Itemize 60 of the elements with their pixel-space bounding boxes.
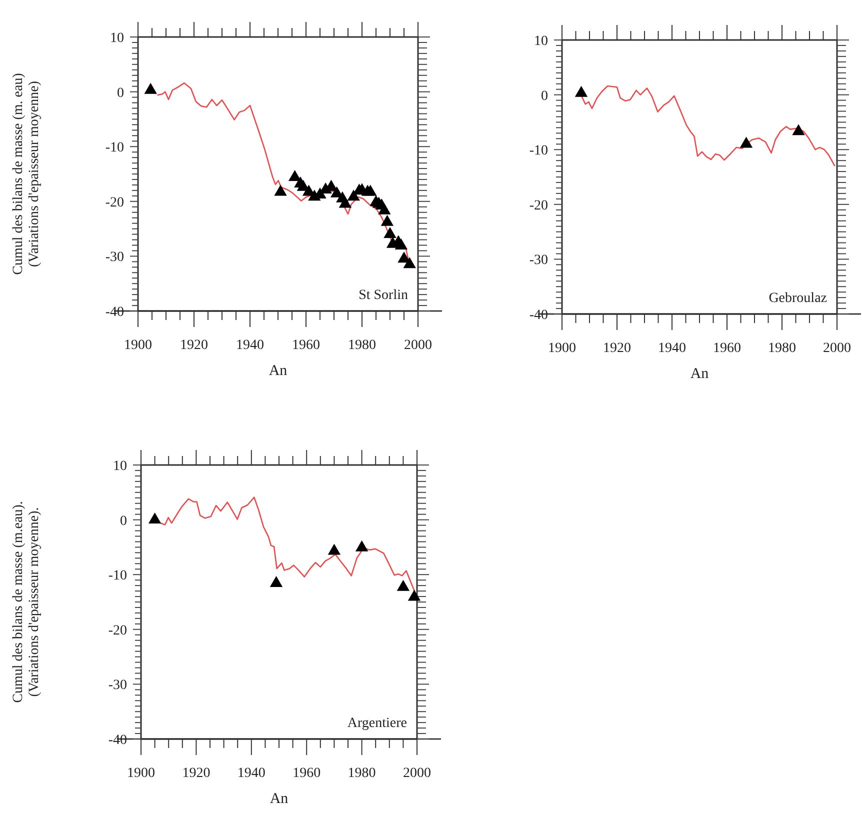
point: [288, 170, 302, 181]
y-tick-label: -30: [108, 678, 127, 694]
x-tick-label: 2000: [404, 338, 432, 353]
y-axis-title: Cumul des bilans de masse (m.eau). (Variations d'epaisseur moyenne).: [11, 501, 42, 703]
x-tick-label: 1980: [768, 341, 796, 356]
x-tick-label: 2000: [403, 766, 431, 781]
point: [574, 86, 588, 97]
point: [380, 214, 394, 226]
point: [270, 576, 283, 588]
y-tick-label: -20: [529, 198, 548, 214]
point: [378, 203, 391, 214]
point: [274, 184, 287, 196]
x-tick-label: 1920: [182, 766, 210, 781]
y-tick-label: -10: [105, 140, 124, 156]
x-tick-label: 1960: [292, 766, 321, 781]
y-tick-label: -30: [105, 250, 124, 266]
x-tick-label: 1980: [348, 338, 376, 353]
y-tick-label: 10: [534, 34, 548, 49]
y-tick-label: 0: [120, 514, 127, 529]
annotation: Gebroulaz: [768, 291, 827, 306]
annotation: Argentiere: [347, 716, 407, 731]
x-tick-label: 1960: [713, 341, 741, 356]
point: [364, 184, 377, 196]
y-tick-label: 10: [113, 459, 127, 474]
x-tick-label: 1900: [127, 766, 155, 781]
x-tick-label: 1920: [180, 338, 208, 353]
point: [394, 238, 408, 250]
point: [403, 257, 416, 268]
x-tick-label: 1940: [658, 341, 686, 356]
point: [144, 82, 157, 94]
x-tick-label: 1900: [548, 341, 576, 356]
point: [148, 512, 162, 524]
x-tick-label: 1940: [236, 338, 264, 353]
x-tick-label: 1960: [292, 338, 320, 353]
x-tick-label: 1900: [124, 338, 152, 353]
annotation: St Sorlin: [358, 288, 408, 303]
x-axis-title: An: [270, 791, 289, 807]
y-axis-title: Cumul des bilans de masse (m. eau) (Variations d'epaisseur moyenne): [11, 72, 42, 275]
point: [396, 580, 410, 591]
point: [740, 136, 753, 148]
x-axis-title: An: [268, 363, 288, 379]
y-tick-label: -20: [108, 623, 127, 638]
y-tick-label: -10: [529, 144, 548, 159]
y-tick-label: 0: [117, 86, 124, 101]
x-tick-label: 1940: [237, 766, 266, 781]
y-tick-label: 0: [541, 88, 548, 104]
point: [792, 124, 805, 136]
x-tick-label: 2000: [823, 341, 851, 356]
y-tick-label: 10: [110, 31, 124, 46]
x-tick-label: 1980: [348, 766, 376, 781]
x-tick-label: 1920: [603, 341, 631, 356]
point: [408, 590, 421, 601]
point: [355, 540, 368, 552]
y-tick-label: -20: [105, 195, 124, 210]
x-axis-title: An: [690, 366, 710, 382]
point: [338, 196, 352, 208]
point: [328, 544, 341, 555]
point: [384, 226, 396, 238]
y-tick-label: -10: [108, 568, 127, 584]
y-tick-label: -30: [529, 253, 548, 268]
